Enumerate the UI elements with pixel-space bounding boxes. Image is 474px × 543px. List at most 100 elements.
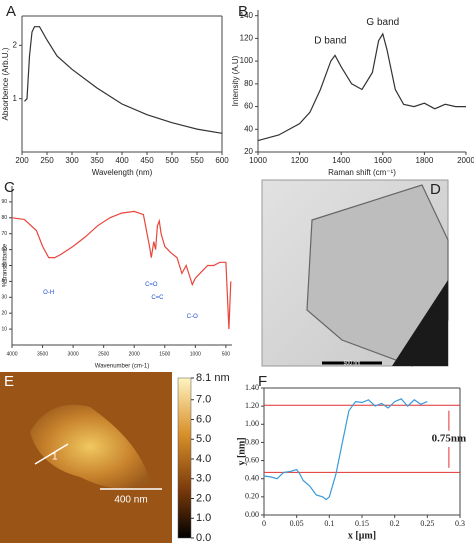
x-tick-label: 1200 [291, 156, 309, 165]
x-tick-label: 0.05 [290, 519, 304, 528]
y-tick-label: 20 [1, 311, 7, 317]
y-tick-label: 120 [240, 34, 254, 43]
annotation: C=C [151, 295, 164, 301]
y-axis-label: %Transmittance [3, 243, 9, 287]
y-tick-label: 0.00 [245, 510, 259, 519]
y-tick-label: 140 [240, 11, 254, 20]
data-line [263, 398, 428, 501]
panel-label: B [238, 3, 248, 20]
x-tick-label: 3500 [37, 351, 48, 357]
y-tick-label: 80 [244, 79, 253, 88]
y-tick-label: 1.40 [245, 383, 259, 392]
x-tick-label: 300 [65, 156, 79, 165]
colorbar-tick-label: 0.0 [196, 532, 211, 543]
dark-edge [392, 280, 448, 366]
y-tick-label: 1.00 [245, 419, 259, 428]
x-tick-label: 500 [222, 351, 231, 357]
panel-5: 1 400 nm 0.0 1.0 2.0 3.0 4.0 5.0 6.0 7.0 8.1 nm E [0, 372, 230, 543]
y-tick-label: 40 [1, 279, 7, 285]
colorbar-tick-label: 6.0 [196, 413, 211, 425]
y-tick-label: 30 [1, 295, 7, 301]
y-tick-label: 1.20 [245, 401, 259, 410]
y-tick-label: 1 [13, 94, 18, 103]
x-axis-label: Wavelength (nm) [92, 168, 153, 177]
colorbar-tick-label: 7.0 [196, 394, 211, 406]
annotation: 1 [52, 452, 58, 463]
x-tick-label: 2000 [129, 351, 140, 357]
x-axis-label: Wavenumber (cm-1) [95, 364, 149, 370]
y-axis-label: Absorbence (Arb.U.) [1, 47, 10, 120]
panel-3: 4000 3500 3000 2500 2000 1500 1000 500 10 20 30 40 5… [1, 179, 232, 370]
colorbar-tick-label: 2.0 [196, 492, 211, 504]
y-tick-label: 0.80 [245, 437, 259, 446]
x-tick-label: 1000 [190, 351, 201, 357]
x-tick-label: 0.2 [390, 519, 400, 528]
data-line [24, 26, 223, 134]
x-tick-label: 550 [190, 156, 204, 165]
data-line [257, 32, 466, 142]
scale-bar-label: 400 nm [114, 495, 147, 506]
x-tick-label: 0.15 [355, 519, 369, 528]
x-tick-label: 500 [165, 156, 179, 165]
x-tick-label: 2500 [98, 351, 109, 357]
x-tick-label: 1500 [159, 351, 170, 357]
y-tick-label: 90 [1, 199, 7, 205]
colorbar [177, 377, 192, 539]
y-tick-label: 50 [1, 263, 7, 269]
y-axis-label: y [nm] [236, 437, 247, 465]
x-tick-label: 4000 [6, 351, 17, 357]
y-tick-label: 0.20 [245, 492, 259, 501]
x-axis-label: x [μm] [348, 530, 376, 541]
panel-4: 500 nm D [261, 179, 449, 367]
y-tick-label: 10 [1, 326, 7, 332]
y-tick-label: 0.40 [245, 474, 259, 483]
panel-label: A [6, 3, 16, 20]
annotation: O-H [43, 290, 54, 296]
colorbar-tick-label: 3.0 [196, 473, 211, 485]
panel-label: F [258, 373, 267, 390]
colorbar-tick-label: 1.0 [196, 512, 211, 524]
scale-bar-label: 500 nm [344, 360, 361, 366]
x-tick-label: 200 [15, 156, 29, 165]
annotation: G band [366, 17, 399, 28]
x-tick-label: 250 [40, 156, 54, 165]
annotation: C-O [187, 314, 198, 320]
y-tick-label: 40 [244, 124, 253, 133]
y-tick-label: 100 [240, 56, 254, 65]
x-tick-label: 0 [262, 519, 266, 528]
y-tick-label: 0.60 [245, 455, 259, 464]
panel-1: 200 250 300 350 400 450 500 550 600 1 2 Wavelength … [1, 3, 229, 177]
x-tick-label: 2000 [457, 156, 474, 165]
colorbar-tick-label: 8.1 nm [196, 372, 230, 384]
y-tick-label: 20 [244, 147, 253, 156]
y-axis-label: Intensity (A.U) [231, 55, 240, 106]
x-tick-label: 1400 [332, 156, 350, 165]
annotation: D band [314, 35, 346, 46]
y-tick-label: 2 [13, 40, 18, 49]
panel-6: 0 0.05 0.1 0.15 0.2 0.25 0.3 0.00 0.20 0.40 0.60 0.… [236, 373, 466, 541]
panel-label: C [4, 179, 15, 196]
x-tick-label: 350 [90, 156, 104, 165]
annotation: 0.75nm [432, 432, 467, 444]
flake [30, 404, 150, 489]
annotation: C=O [145, 282, 158, 288]
x-tick-label: 1000 [249, 156, 267, 165]
y-tick-label: 60 [244, 102, 253, 111]
x-tick-label: 3000 [68, 351, 79, 357]
x-tick-label: 0.25 [420, 519, 434, 528]
y-tick-label: 80 [1, 215, 7, 221]
x-tick-label: 600 [215, 156, 229, 165]
x-tick-label: 450 [140, 156, 154, 165]
x-tick-label: 400 [115, 156, 129, 165]
y-tick-label: 70 [1, 231, 7, 237]
colorbar-tick-label: 5.0 [196, 433, 211, 445]
panel-2: 1000 1200 1400 1600 1800 2000 20 40 60 80 100 120 14… [231, 3, 474, 177]
x-tick-label: 0.3 [455, 519, 465, 528]
panel-label: D [430, 181, 441, 198]
x-axis-label: Raman shift (cm⁻¹) [328, 168, 396, 177]
profile-line [34, 443, 69, 465]
x-tick-label: 0.1 [324, 519, 334, 528]
panel-label: E [4, 373, 14, 390]
colorbar-tick-label: 4.0 [196, 453, 211, 465]
